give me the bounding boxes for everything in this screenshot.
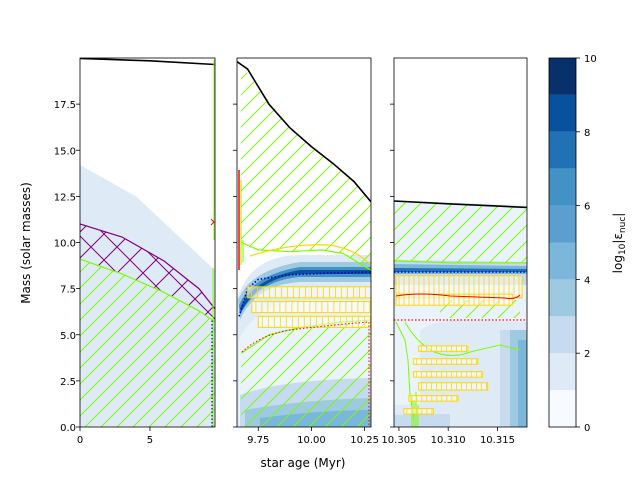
panel-2-helium-core-hatch — [241, 320, 371, 427]
intermittent-zone-stripes — [416, 371, 483, 378]
panel-3-total-mass-line — [394, 200, 527, 209]
y-tick-label: 5.0 — [60, 331, 76, 342]
x-tick-label: 10.310 — [431, 435, 466, 446]
y-tick-label: 17.5 — [54, 100, 76, 111]
colorbar-tick-label: 4 — [584, 275, 590, 286]
colorbar-cell — [549, 390, 576, 427]
panel-1-overshoot-boundary — [80, 223, 215, 310]
panel-2-red-core-edge — [241, 321, 370, 427]
panel-1-convective-core-boundary — [80, 258, 215, 323]
colorbar-cell — [549, 242, 576, 280]
colorbar-cell — [549, 94, 576, 132]
x-axis-label: star age (Myr) — [261, 456, 346, 470]
panel-2-plot-area — [237, 61, 371, 427]
panel-2-total-mass-line — [237, 61, 371, 203]
panel-3-x-ticks: 10.305 10.310 10.315 — [381, 427, 515, 446]
colorbar-ticks: 0 2 4 6 8 10 — [576, 54, 597, 434]
intermittent-zone — [403, 408, 434, 415]
panel-3-intermittent-zones — [395, 275, 523, 415]
panel-1-convective-core-hatch — [80, 259, 215, 427]
colorbar-cell — [549, 316, 576, 354]
y-tick-label: 0.0 — [60, 423, 76, 434]
colorbar-cell — [549, 353, 576, 391]
intermittent-zone-stripes — [416, 358, 478, 365]
colorbar-cell — [549, 131, 576, 169]
panel-1-total-mass-line — [80, 58, 215, 66]
intermittent-zone-stripes — [406, 408, 433, 415]
intermittent-zone-stripes — [398, 294, 510, 306]
x-tick-label: 10.315 — [480, 435, 515, 446]
panel-1-overshoot-hatch — [80, 224, 215, 322]
colorbar-label: log10|εnuc| — [611, 213, 628, 274]
panel-1-plot-area — [80, 58, 215, 427]
panel-2-intermittent-zones — [247, 286, 371, 328]
colorbar-cell — [549, 168, 576, 206]
y-axis-label: Mass (solar masses) — [19, 182, 33, 304]
intermittent-zone — [247, 286, 371, 299]
panel-2: 9.75 10.00 10.25 — [236, 57, 379, 446]
panel-3-plot-area — [394, 200, 527, 427]
colorbar-cell — [549, 205, 576, 243]
panel-3-envelope-convection-boundary — [394, 260, 527, 264]
panel-3-envelope-convection-hatch — [394, 201, 527, 263]
intermittent-zone-stripes — [411, 395, 458, 402]
intermittent-zone — [413, 371, 484, 378]
y-axis-ticks: 0.0 2.5 5.0 7.5 10.0 12.5 15.0 17.5 — [54, 100, 394, 434]
intermittent-zone-stripes — [261, 316, 371, 328]
y-tick-label: 2.5 — [60, 377, 76, 388]
intermittent-zone — [413, 358, 479, 365]
intermittent-zone-stripes — [398, 275, 520, 298]
y-tick-label: 10.0 — [54, 239, 76, 250]
x-tick-label: 5 — [147, 435, 153, 446]
intermittent-zone-stripes — [421, 345, 467, 352]
colorbar-tick-label: 0 — [584, 423, 590, 434]
panel-1-mixing-edge — [212, 60, 215, 427]
panel-2-envelope-convection-boundary — [241, 241, 371, 271]
panel-2-green-spike — [240, 180, 244, 265]
colorbar-tick-label: 2 — [584, 349, 590, 360]
colorbar-frame — [548, 57, 577, 428]
y-tick-label: 15.0 — [54, 146, 76, 157]
panel-2-envelope-convection-hatch — [241, 64, 371, 271]
panel-3-red-boundary — [395, 293, 521, 300]
panel-2-x-ticks: 9.75 10.00 10.25 — [247, 427, 379, 446]
panel-2-yellow-boundary — [249, 244, 371, 266]
colorbar-cell — [549, 58, 576, 95]
intermittent-zone — [251, 301, 371, 314]
x-tick-label: 10.305 — [381, 435, 416, 446]
y-tick-label: 12.5 — [54, 192, 76, 203]
intermittent-zone — [418, 345, 469, 352]
colorbar-cell — [549, 279, 576, 317]
colorbar-tick-label: 10 — [584, 54, 597, 65]
colorbar: 0 2 4 6 8 10 log10|εnuc| — [548, 54, 628, 434]
x-tick-label: 10.25 — [350, 435, 379, 446]
intermittent-zone — [408, 395, 459, 402]
x-tick-label: 0 — [77, 435, 83, 446]
colorbar-cells — [549, 58, 576, 427]
y-tick-label: 7.5 — [60, 285, 76, 296]
panel-1-red-mark — [210, 218, 215, 226]
intermittent-zone-stripes — [255, 301, 371, 313]
panel-3: 10.305 10.310 10.315 — [381, 57, 528, 446]
colorbar-tick-label: 8 — [584, 128, 590, 139]
x-tick-label: 10.00 — [297, 435, 326, 446]
intermittent-zone — [257, 315, 371, 328]
intermittent-zone-stripes — [421, 382, 487, 391]
intermittent-zone — [418, 382, 489, 391]
colorbar-tick-label: 6 — [584, 202, 590, 213]
x-tick-label: 9.75 — [247, 435, 269, 446]
intermittent-zone-stripes — [251, 286, 366, 298]
